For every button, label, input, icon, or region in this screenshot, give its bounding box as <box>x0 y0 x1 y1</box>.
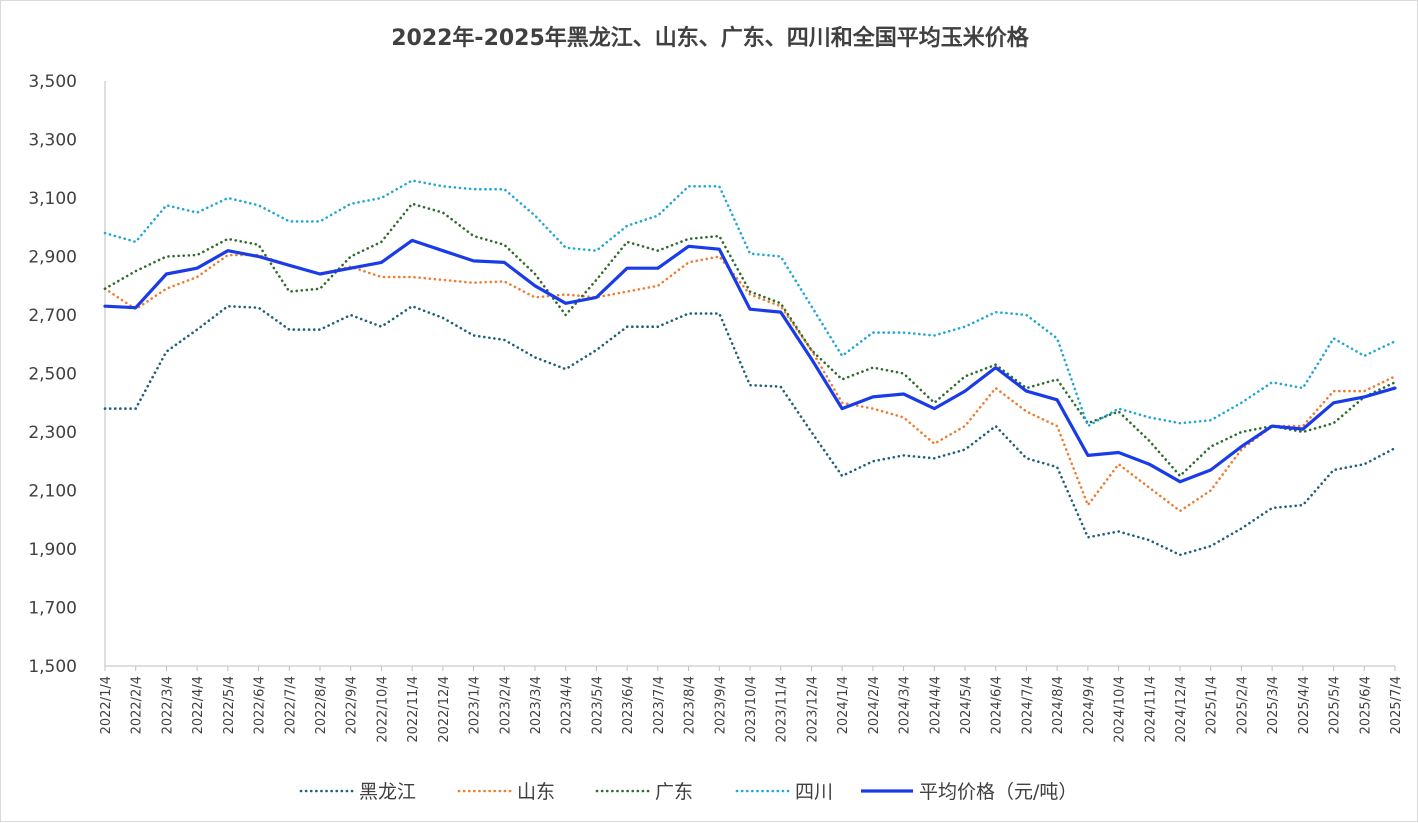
x-tick-label: 2022/4/4 <box>191 676 206 734</box>
series-layer <box>103 179 1397 557</box>
series-line-3 <box>103 179 1397 428</box>
series-line-4 <box>103 238 1397 484</box>
y-tick-label: 1,900 <box>28 540 77 560</box>
x-tick-label: 2022/11/4 <box>406 676 421 743</box>
legend-label-2: 广东 <box>655 781 693 803</box>
legend-label-1: 山东 <box>517 781 555 803</box>
x-tick-label: 2024/3/4 <box>898 676 913 734</box>
series-line-0 <box>103 304 1397 557</box>
y-tick-label: 2,900 <box>28 248 77 268</box>
x-tick-label: 2022/10/4 <box>375 676 390 743</box>
x-tick-label: 2022/7/4 <box>283 676 298 734</box>
x-tick-label: 2022/2/4 <box>130 676 145 734</box>
axes <box>104 81 1395 667</box>
y-tick-label: 1,700 <box>28 599 77 619</box>
x-tick-label: 2022/12/4 <box>437 676 452 743</box>
legend-label-3: 四川 <box>795 781 833 803</box>
x-tick-label: 2024/11/4 <box>1143 676 1158 743</box>
x-tick-label: 2022/3/4 <box>160 676 175 734</box>
legend-label-4: 平均价格（元/吨） <box>919 781 1077 803</box>
x-tick-label: 2025/2/4 <box>1235 676 1250 734</box>
x-tick-label: 2024/6/4 <box>990 676 1005 734</box>
x-tick-label: 2022/5/4 <box>222 676 237 734</box>
x-tick-label: 2024/9/4 <box>1082 676 1097 734</box>
y-tick-label: 1,500 <box>28 657 77 677</box>
x-tick-label: 2023/9/4 <box>713 676 728 734</box>
x-tick-label: 2024/12/4 <box>1174 676 1189 743</box>
x-tick-label: 2025/5/4 <box>1328 676 1343 734</box>
x-tick-label: 2025/4/4 <box>1297 676 1312 734</box>
y-tick-label: 3,100 <box>28 189 77 209</box>
x-tick-label: 2023/5/4 <box>590 676 605 734</box>
x-tick-label: 2023/11/4 <box>775 676 790 743</box>
x-tick-label: 2024/1/4 <box>836 676 851 734</box>
x-tick-label: 2024/5/4 <box>959 676 974 734</box>
x-tick-label: 2023/12/4 <box>805 676 820 743</box>
x-tick-label: 2024/4/4 <box>928 676 943 734</box>
x-tick-label: 2023/7/4 <box>652 676 667 734</box>
x-tick-label: 2024/8/4 <box>1051 676 1066 734</box>
y-tick-label: 2,300 <box>28 423 77 443</box>
x-tick-label: 2025/7/4 <box>1389 676 1404 734</box>
x-tick-label: 2025/3/4 <box>1266 676 1281 734</box>
x-tick-label: 2022/8/4 <box>314 676 329 734</box>
x-tick-label: 2022/6/4 <box>253 676 268 734</box>
x-tick-label: 2024/7/4 <box>1020 676 1035 734</box>
x-tick-label: 2023/2/4 <box>498 676 513 734</box>
x-tick-label: 2023/4/4 <box>560 676 575 734</box>
x-tick-label: 2022/1/4 <box>99 676 114 734</box>
legend: 黑龙江 山东 广东 四川 平均价格（元/吨） <box>299 781 1077 803</box>
y-tick-label: 2,700 <box>28 306 77 326</box>
series-line-2 <box>103 202 1397 478</box>
x-tick-label: 2023/8/4 <box>683 676 698 734</box>
x-tick-label: 2023/10/4 <box>744 676 759 743</box>
y-tick-label: 3,300 <box>28 131 77 151</box>
x-tick-label: 2025/6/4 <box>1358 676 1373 734</box>
x-tick-label: 2022/9/4 <box>345 676 360 734</box>
x-axis-ticks: 2022/1/4 2022/2/4 2022/3/4 2022/4/4 2022/5/4… <box>99 666 1404 743</box>
chart-title: 2022年-2025年黑龙江、山东、广东、四川和全国平均玉米价格 <box>391 25 1030 51</box>
y-tick-label: 2,500 <box>28 365 77 385</box>
x-tick-label: 2025/1/4 <box>1205 676 1220 734</box>
x-tick-label: 2024/2/4 <box>867 676 882 734</box>
x-tick-label: 2024/10/4 <box>1113 676 1128 743</box>
x-tick-label: 2023/6/4 <box>621 676 636 734</box>
x-tick-label: 2023/1/4 <box>468 676 483 734</box>
x-tick-label: 2023/3/4 <box>529 676 544 734</box>
y-tick-label: 2,100 <box>28 482 77 502</box>
legend-label-0: 黑龙江 <box>359 781 416 803</box>
y-axis-ticks: 1,500 1,700 1,900 2,100 2,300 2,500 2,700 2,900… <box>28 72 77 677</box>
y-tick-label: 3,500 <box>28 72 77 92</box>
